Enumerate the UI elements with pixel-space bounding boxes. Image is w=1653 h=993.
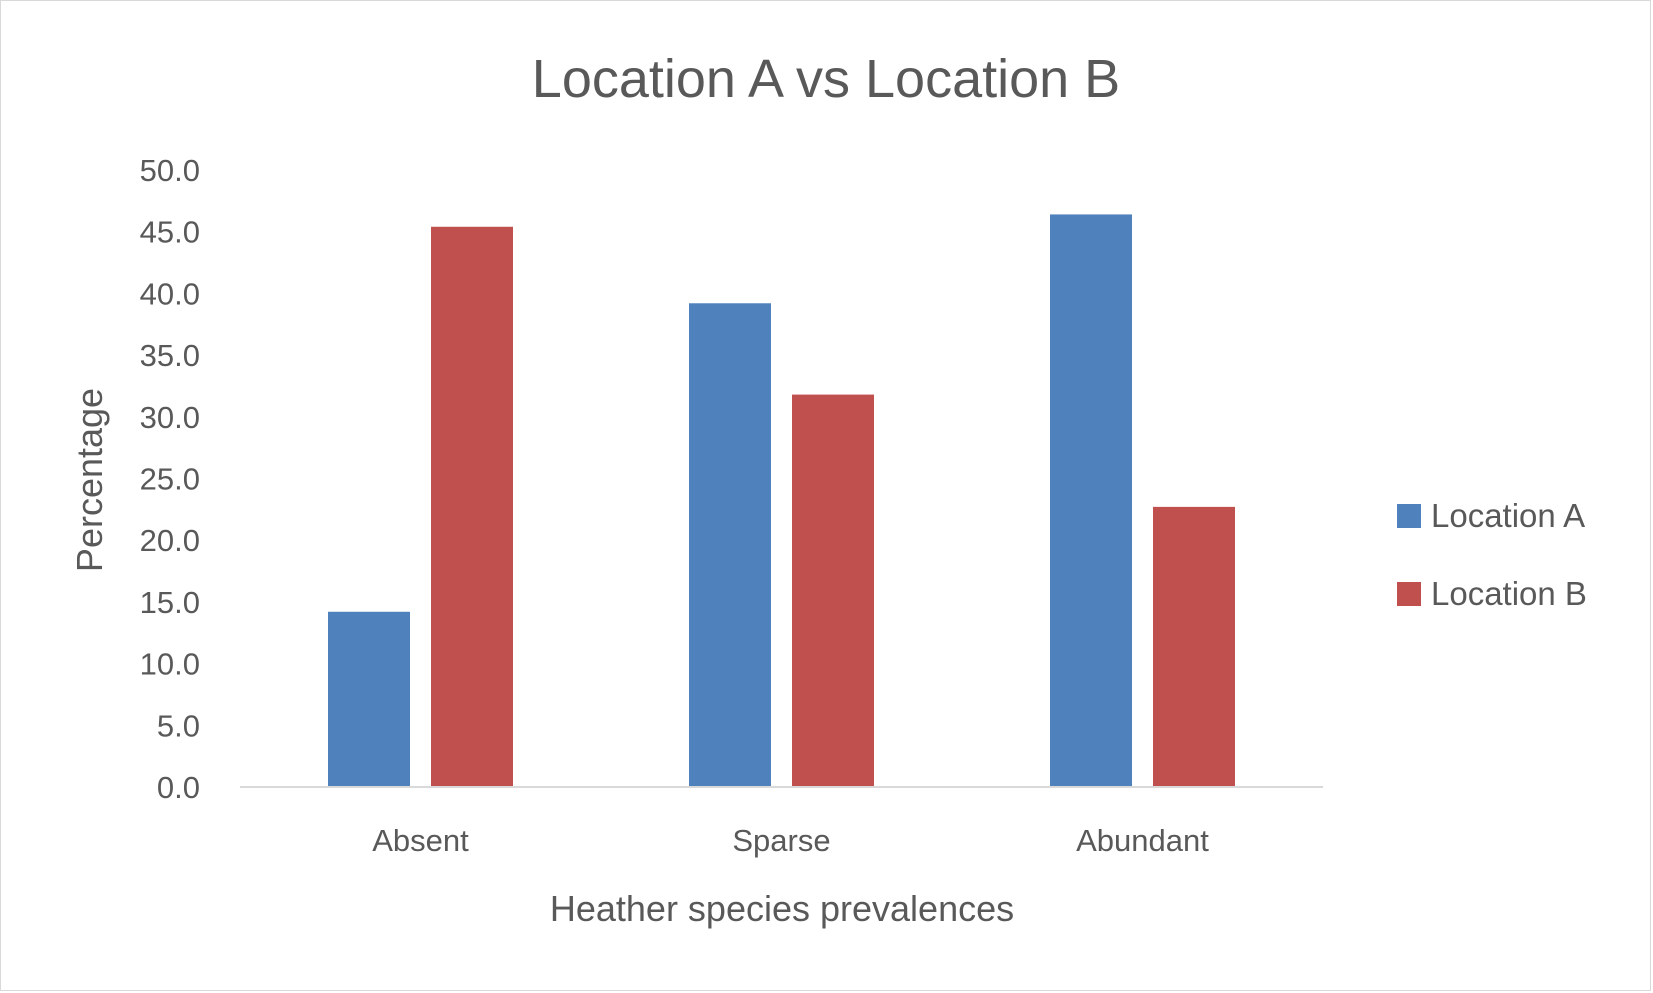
y-tick-label: 50.0 [140, 153, 200, 188]
y-tick-label: 10.0 [140, 647, 200, 682]
bar-sparse-location-b [792, 394, 874, 787]
legend-label: Location B [1431, 575, 1587, 612]
y-tick-label: 20.0 [140, 523, 200, 558]
chart-title: Location A vs Location B [532, 49, 1120, 109]
y-tick-label: 45.0 [140, 215, 200, 250]
y-tick-label: 15.0 [140, 585, 200, 620]
y-tick-label: 40.0 [140, 276, 200, 311]
y-axis-tick-labels: 0.0 5.0 10.0 15.0 20.0 25.0 30.0 35.0 40.0 45.0 50… [140, 153, 200, 805]
x-axis-tick-labels: Absent Sparse Abundant [372, 823, 1209, 858]
legend: Location A Location B [1397, 497, 1587, 612]
y-tick-label: 25.0 [140, 462, 200, 497]
y-axis-title: Percentage [69, 388, 110, 572]
x-axis-title: Heather species prevalences [550, 888, 1014, 929]
bars-group [328, 214, 1235, 787]
bar-sparse-location-a [689, 303, 771, 787]
y-tick-label: 30.0 [140, 400, 200, 435]
y-tick-label: 5.0 [157, 708, 200, 743]
x-tick-label: Sparse [732, 823, 830, 858]
bar-absent-location-b [431, 226, 513, 787]
bar-abundant-location-b [1153, 506, 1235, 787]
bar-abundant-location-a [1050, 214, 1132, 787]
x-tick-label: Abundant [1076, 823, 1209, 858]
y-tick-label: 35.0 [140, 338, 200, 373]
x-tick-label: Absent [372, 823, 469, 858]
y-tick-label: 0.0 [157, 770, 200, 805]
legend-swatch [1397, 582, 1421, 606]
legend-label: Location A [1431, 497, 1585, 534]
bar-absent-location-a [328, 611, 410, 787]
legend-swatch [1397, 504, 1421, 528]
